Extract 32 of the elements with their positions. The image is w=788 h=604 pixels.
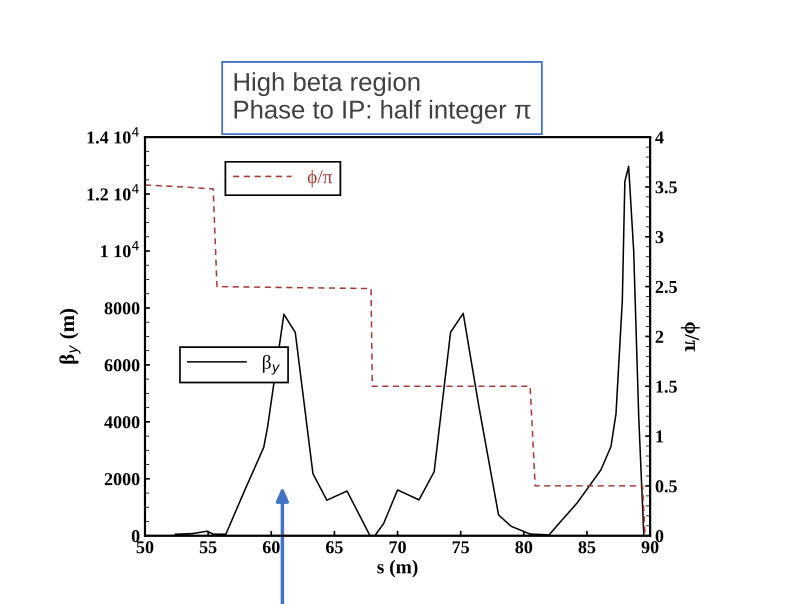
y-tick-label: 1 10$^{4}$ xyxy=(101,241,139,258)
y-axis-title: β$_{y}$ (m) xyxy=(59,308,80,364)
x-axis-title: s (m) xyxy=(377,560,418,578)
x-tick-label: 90 xyxy=(642,541,658,554)
y2-axis-title: ϕ/π xyxy=(680,322,700,352)
y2-tick-label: 3.5 xyxy=(656,181,677,194)
y-tick-label: 6000 xyxy=(104,359,140,372)
x-tick-label: 75 xyxy=(452,541,470,554)
y-tick-label: 1.2 10$^{4}$ xyxy=(88,184,139,201)
legend-label: β$_{y}$ xyxy=(262,354,280,375)
y2-tick-label: 1 xyxy=(656,430,664,442)
x-tick-label: 85 xyxy=(578,541,596,554)
y2-tick-label: 4 xyxy=(655,131,664,144)
x-tick-label: 80 xyxy=(515,541,532,554)
y2-tick-label: 2.5 xyxy=(656,280,677,294)
y2-tick-label: 0.5 xyxy=(656,480,677,492)
x-tick-label: 55 xyxy=(200,541,216,554)
text: High beta region Phase to IP: half integer π xyxy=(234,72,530,124)
y2-tick-label: 3 xyxy=(656,231,664,244)
legend-label: ϕ/π xyxy=(308,170,332,188)
y2-tick-label: 1.5 xyxy=(656,380,677,393)
x-tick-label: 50 xyxy=(136,541,154,554)
y2-tick-label: 0 xyxy=(656,530,664,542)
y-tick-label: 4000 xyxy=(104,416,140,428)
y-tick-label: 2000 xyxy=(104,473,140,486)
y-tick-label: 0 xyxy=(132,530,140,542)
y2-tick-label: 2 xyxy=(656,330,664,343)
y-tick-label: 8000 xyxy=(104,302,140,314)
x-tick-label: 60 xyxy=(262,541,280,554)
x-tick-label: 70 xyxy=(390,541,406,554)
x-tick-label: 65 xyxy=(326,541,343,554)
y-tick-label: 1.4 10$^{4}$ xyxy=(88,127,139,144)
